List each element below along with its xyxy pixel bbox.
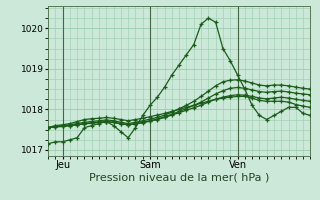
X-axis label: Pression niveau de la mer( hPa ): Pression niveau de la mer( hPa ) xyxy=(89,173,269,183)
